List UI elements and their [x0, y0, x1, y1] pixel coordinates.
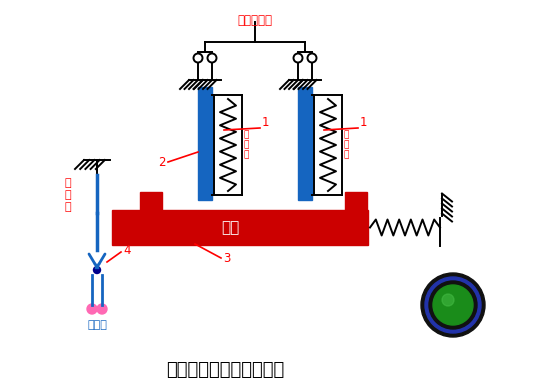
Text: 接电机定子: 接电机定子 [238, 14, 273, 27]
Text: 接
电
源: 接 电 源 [65, 178, 71, 212]
Circle shape [429, 281, 477, 329]
Bar [298, 87, 312, 200]
Circle shape [87, 304, 97, 314]
Text: 1: 1 [360, 116, 368, 128]
Circle shape [442, 294, 454, 306]
Text: 3: 3 [223, 252, 230, 264]
Text: 1: 1 [262, 116, 270, 128]
Bar [345, 192, 367, 210]
Bar [198, 87, 212, 200]
Circle shape [97, 304, 107, 314]
Text: 2: 2 [158, 155, 166, 168]
Text: 热
元
件: 热 元 件 [343, 131, 348, 159]
Text: 热
元
件: 热 元 件 [243, 131, 248, 159]
Text: 热继电器工作原理示意图: 热继电器工作原理示意图 [166, 361, 284, 379]
Bar [112, 210, 368, 245]
Circle shape [433, 285, 473, 325]
Circle shape [421, 273, 485, 337]
Text: 导板: 导板 [221, 220, 239, 235]
Text: 4: 4 [123, 244, 130, 256]
Text: 接电机: 接电机 [87, 320, 107, 330]
Bar [140, 192, 162, 210]
Circle shape [425, 277, 481, 333]
Circle shape [93, 266, 100, 274]
